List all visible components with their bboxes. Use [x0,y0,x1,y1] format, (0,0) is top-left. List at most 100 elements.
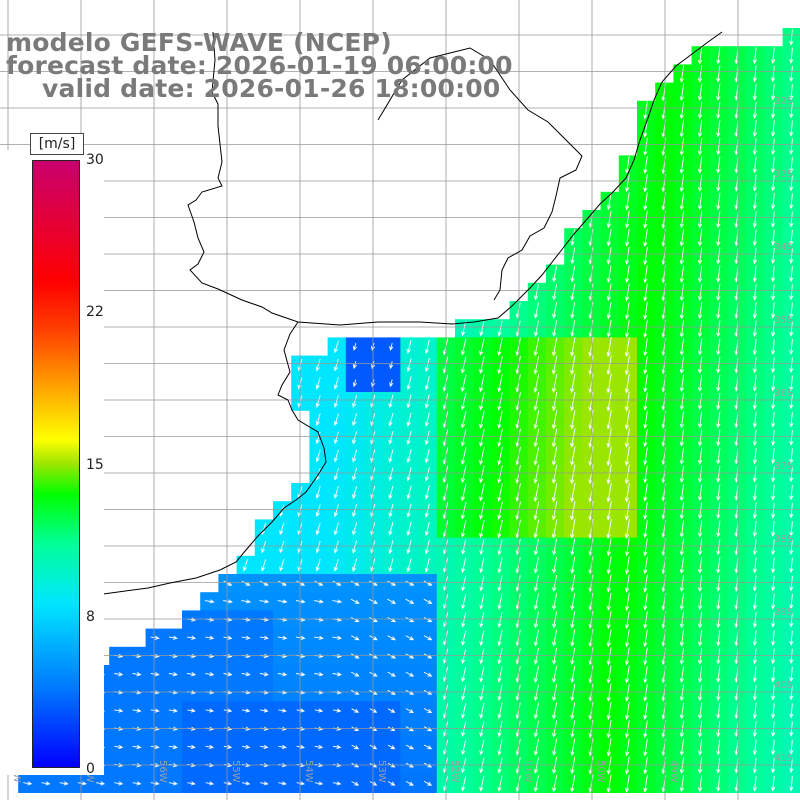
wind-arrow [716,484,721,502]
wind-arrow [606,738,612,757]
wind-arrow [697,137,703,156]
wind-arrow [389,379,394,388]
wind-arrow [405,635,415,641]
wind-arrow [716,101,721,120]
wind-arrow [624,265,630,284]
wind-arrow [405,744,415,750]
wind-arrow [352,361,357,370]
wind-arrow [333,340,339,354]
wind-arrow [497,739,503,756]
wind-arrow [352,558,358,573]
wind-arrow [716,119,721,138]
wind-arrow [423,617,433,623]
wind-arrow [551,373,558,393]
wind-arrow [624,428,630,448]
latitude-label: 37S [774,461,793,472]
wind-arrow [551,501,558,521]
wind-arrow [424,503,430,519]
wind-arrow [643,410,648,429]
wind-arrow [150,635,160,640]
wind-arrow [570,337,576,357]
wind-arrow [697,666,703,684]
wind-arrow [716,575,721,592]
wind-arrow [789,357,794,374]
wind-arrow [752,193,757,210]
wind-arrow [497,356,503,375]
wind-arrow [388,540,394,555]
wind-arrow [406,430,412,446]
wind-arrow [752,138,757,156]
wind-arrow [533,320,539,337]
wind-arrow [350,580,360,586]
wind-arrow [460,483,467,502]
wind-arrow [643,738,648,757]
wind-arrow [789,29,794,46]
wind-arrow [205,635,215,640]
wind-arrow [770,448,776,465]
wind-arrow [789,266,794,283]
wind-arrow [624,247,630,265]
wind-arrow [624,373,630,394]
wind-arrow [570,556,576,575]
wind-arrow [588,409,594,430]
wind-arrow [624,701,630,721]
wind-arrow [479,539,485,556]
wind-arrow [697,738,703,756]
wind-arrow [497,630,503,647]
longitude-label: 50W [595,760,606,783]
wind-arrow [789,484,794,501]
wind-arrow [770,575,776,592]
latitude-label: 40S [774,680,793,691]
wind-arrow [643,228,648,247]
wind-arrow [460,392,467,411]
wind-arrow [697,484,703,502]
wind-arrow [789,84,794,101]
wind-arrow [461,557,467,574]
wind-arrow [460,338,467,356]
wind-arrow [570,283,576,301]
wind-arrow [332,580,342,586]
wind-arrow [424,357,430,373]
wind-arrow [697,702,703,720]
wind-arrow [752,120,757,138]
wind-arrow [789,594,794,610]
wind-arrow [716,283,721,302]
wind-arrow [770,557,776,574]
wind-arrow [570,574,576,593]
wind-arrow [570,391,576,412]
wind-arrow [497,775,503,792]
wind-arrow [533,355,540,375]
wind-arrow [643,538,648,557]
wind-arrow [497,428,503,448]
wind-arrow [679,502,685,520]
wind-arrow [497,320,503,337]
wind-arrow [789,65,794,83]
wind-arrow [643,337,648,357]
wind-arrow [424,430,430,446]
wind-arrow [351,744,360,750]
wind-arrow [132,672,142,677]
wind-arrow [789,666,794,683]
wind-arrow [643,265,648,284]
wind-arrow [643,647,648,666]
wind-arrow [332,781,342,786]
wind-arrow [752,65,757,83]
wind-arrow [570,355,576,375]
wind-arrow [606,337,612,357]
wind-arrow [624,283,630,302]
wind-arrow [770,229,776,246]
wind-arrow [752,775,757,792]
wind-arrow [770,648,776,665]
wind-arrow [387,617,396,623]
wind-arrow [643,246,648,266]
wind-arrow [770,156,776,174]
wind-arrow [187,781,196,786]
wind-arrow [406,376,412,391]
wind-arrow [533,611,539,629]
wind-arrow [752,229,757,247]
wind-arrow [624,574,630,593]
wind-arrow [570,593,576,611]
wind-arrow [261,559,267,572]
wind-arrow [406,412,412,427]
wind-arrow [552,775,558,793]
